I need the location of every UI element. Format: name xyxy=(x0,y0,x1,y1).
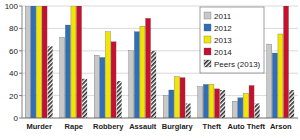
bar xyxy=(180,78,185,118)
legend-swatch xyxy=(204,12,211,19)
grid-line xyxy=(22,6,298,7)
bar xyxy=(289,90,294,118)
bar xyxy=(31,6,36,118)
y-axis xyxy=(22,6,23,118)
bar xyxy=(111,42,116,118)
legend-label: 2013 xyxy=(214,36,232,45)
bar xyxy=(65,25,70,118)
x-tick-label: Theft xyxy=(203,122,222,131)
bar xyxy=(278,34,283,118)
y-tick xyxy=(19,6,22,7)
y-tick-label: 20 xyxy=(9,92,18,101)
legend-label: 2012 xyxy=(214,24,232,33)
x-tick-label: Arson xyxy=(270,122,292,131)
x-tick-label: Burglary xyxy=(162,122,194,131)
bar xyxy=(186,103,191,118)
bar xyxy=(272,53,277,118)
x-axis xyxy=(22,118,298,119)
bar xyxy=(105,32,110,118)
y-tick-label: 80 xyxy=(9,24,18,33)
bar xyxy=(71,6,76,118)
legend: 2011 2012 2013 2014 Peers (2013) xyxy=(200,7,264,73)
bar xyxy=(215,89,220,118)
bar xyxy=(220,90,225,118)
bar xyxy=(243,93,248,118)
legend-label: 2014 xyxy=(214,48,232,57)
x-tick-label: Murder xyxy=(27,122,53,131)
bar xyxy=(134,32,139,118)
bar xyxy=(151,51,156,118)
bar xyxy=(82,79,87,118)
bar xyxy=(198,87,203,118)
bar xyxy=(249,86,254,118)
legend-box xyxy=(200,7,264,73)
bar xyxy=(117,81,122,118)
bar xyxy=(140,26,145,118)
grid-line xyxy=(22,118,298,119)
chart: 0 20 40 60 80 100 Murder Rape Robbery Assault Burg… xyxy=(0,0,300,140)
x-tick-label: Rape xyxy=(65,122,83,131)
y-tick xyxy=(19,73,22,74)
x-tick-label: Robbery xyxy=(93,122,124,131)
legend-swatch xyxy=(204,36,211,43)
y-tick-label: 60 xyxy=(9,47,18,56)
bar xyxy=(146,18,151,118)
bar xyxy=(174,77,179,118)
y-tick-label: 40 xyxy=(9,69,18,78)
bar xyxy=(36,6,41,118)
bar xyxy=(48,46,53,118)
bar xyxy=(238,98,243,118)
y-tick xyxy=(19,28,22,29)
bar xyxy=(255,103,260,118)
bar xyxy=(163,96,168,118)
y-tick xyxy=(19,50,22,51)
legend-label: 2011 xyxy=(214,12,232,21)
y-tick xyxy=(19,95,22,96)
bar xyxy=(169,90,174,118)
y-tick-label: 0 xyxy=(14,114,19,123)
y-tick-label: 100 xyxy=(5,2,19,11)
bar xyxy=(284,6,289,118)
x-tick-label: Assault xyxy=(129,122,157,131)
bar xyxy=(77,6,82,118)
y-tick xyxy=(19,118,22,119)
legend-label: Peers (2013) xyxy=(214,60,261,69)
bar xyxy=(100,58,105,118)
bar xyxy=(203,84,208,118)
bar xyxy=(60,37,65,118)
legend-swatch xyxy=(204,60,211,67)
legend-swatch xyxy=(204,48,211,55)
bar xyxy=(94,55,99,118)
bar xyxy=(267,44,272,118)
bar xyxy=(209,84,214,118)
bar xyxy=(42,6,47,118)
x-tick-label: Auto Theft xyxy=(228,122,266,131)
bar xyxy=(129,51,134,118)
bars xyxy=(25,6,294,118)
bar xyxy=(25,6,30,118)
bar xyxy=(232,101,237,118)
legend-swatch xyxy=(204,24,211,31)
